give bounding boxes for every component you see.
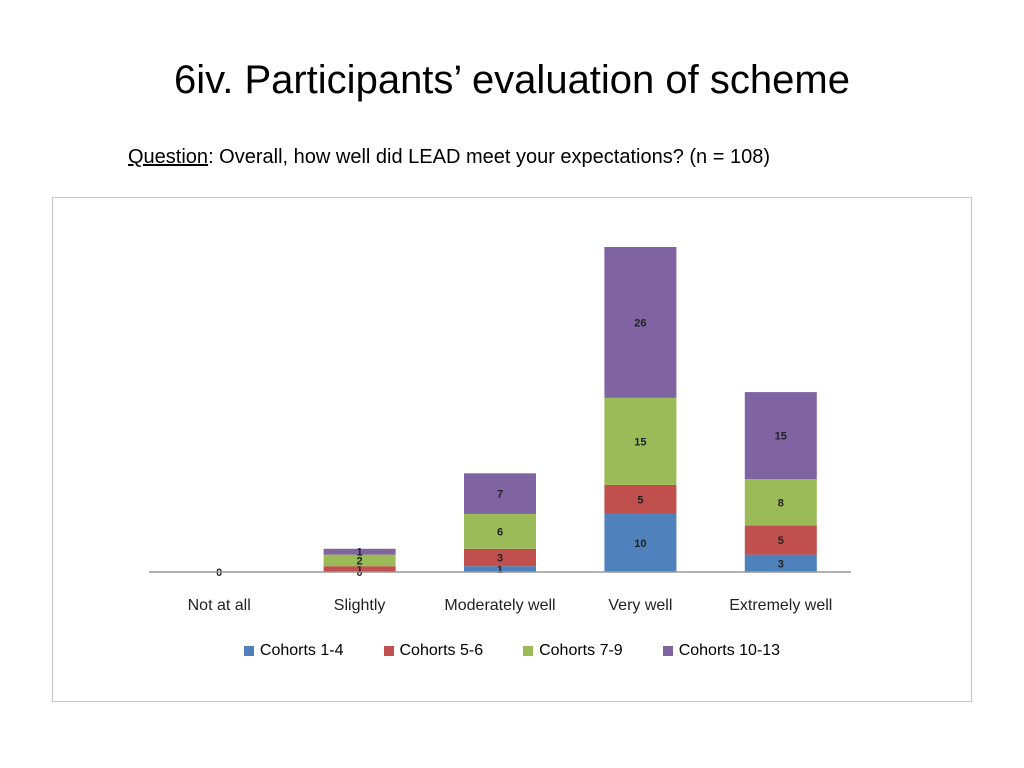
legend-label: Cohorts 10-13 xyxy=(678,642,781,659)
data-label: 1 xyxy=(357,564,363,576)
data-label: 6 xyxy=(497,526,503,538)
data-label: 1 xyxy=(357,547,363,559)
bar-segment xyxy=(744,554,817,572)
legend-label: Cohorts 7-9 xyxy=(539,642,623,659)
legend-swatch xyxy=(383,646,394,656)
category-label: Extremely well xyxy=(729,597,832,614)
bar-segment xyxy=(744,525,817,555)
data-label: 3 xyxy=(778,558,784,570)
data-label: 0 xyxy=(357,567,363,579)
data-label: 3 xyxy=(497,552,503,564)
bar-segment xyxy=(604,513,677,572)
category-label: Very well xyxy=(608,597,672,614)
bar-segment xyxy=(323,548,396,555)
data-label: 7 xyxy=(497,489,503,501)
bar-segment xyxy=(744,392,817,480)
legend-item: Cohorts 1-4 xyxy=(243,642,344,660)
legend-swatch xyxy=(243,646,254,656)
bar-segment xyxy=(323,554,396,567)
data-label: 5 xyxy=(637,494,643,506)
data-label: 10 xyxy=(634,538,646,550)
chart-frame: 0 Not at all 0 1 2 1 Slightly 1 3 6 7 Moderately we… xyxy=(52,197,972,702)
legend-item: Cohorts 7-9 xyxy=(523,642,623,660)
data-label: 15 xyxy=(634,436,646,448)
legend-label: Cohorts 1-4 xyxy=(259,642,344,659)
bar-segment xyxy=(464,548,536,567)
category-label: Slightly xyxy=(334,597,386,614)
legend-item: Cohorts 5-6 xyxy=(383,642,484,660)
data-label: 8 xyxy=(778,497,784,509)
data-label: 2 xyxy=(357,555,363,567)
chart-legend: Cohorts 1-4 Cohorts 5-6 Cohorts 7-9 Cohorts… xyxy=(53,642,971,660)
slide-title: 6iv. Participants’ evaluation of scheme xyxy=(174,58,850,102)
data-label: 5 xyxy=(778,535,784,547)
question-label: Question xyxy=(128,146,209,168)
question: Question: Overall, how well did LEAD mee… xyxy=(128,143,770,171)
bar-segment xyxy=(323,566,396,572)
bar-segment xyxy=(464,513,536,549)
bar-segment xyxy=(744,479,817,526)
bar-segment xyxy=(604,247,677,398)
bar-segment xyxy=(604,397,677,485)
bar-segment xyxy=(464,473,536,514)
question-text: : Overall, how well did LEAD meet your e… xyxy=(208,146,771,168)
data-label: 15 xyxy=(775,431,787,443)
category-label: Moderately well xyxy=(444,597,555,614)
legend-swatch xyxy=(523,646,534,656)
legend-swatch xyxy=(662,646,673,656)
data-label: 26 xyxy=(634,317,646,329)
data-label: 1 xyxy=(497,564,503,576)
legend-item: Cohorts 10-13 xyxy=(662,642,781,660)
bar-segment xyxy=(604,484,677,514)
category-label: Not at all xyxy=(188,597,251,614)
data-label: 0 xyxy=(216,567,222,579)
bar-segment xyxy=(464,566,536,572)
legend-label: Cohorts 5-6 xyxy=(399,642,484,659)
